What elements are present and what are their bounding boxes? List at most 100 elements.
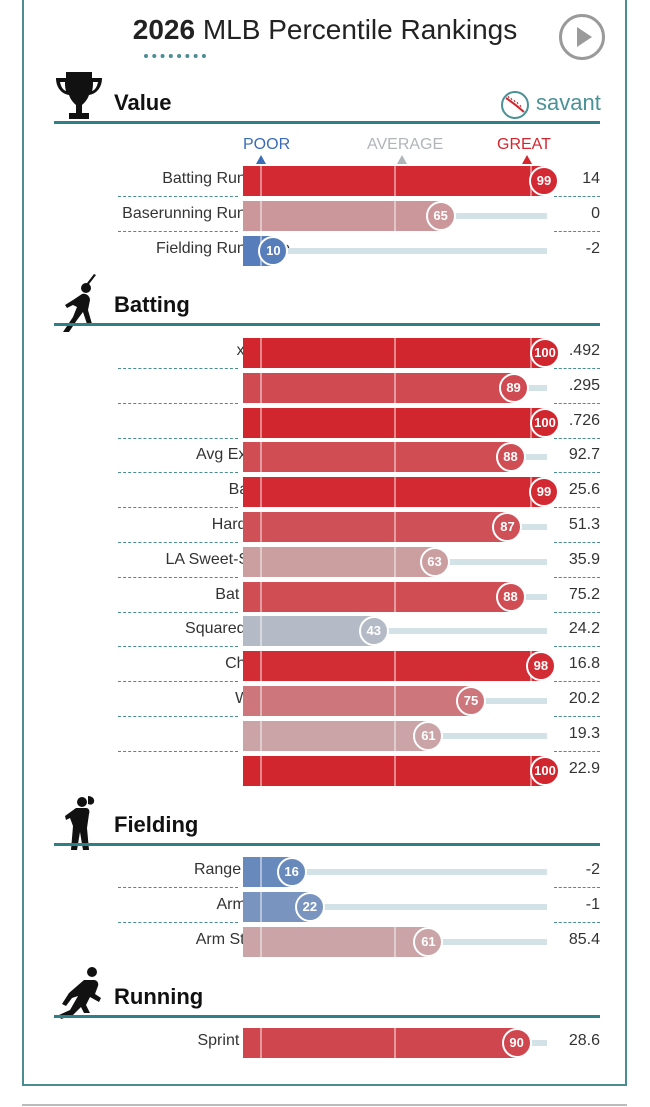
row-divider	[118, 576, 238, 578]
metric-value: -1	[585, 895, 600, 913]
row-divider	[118, 716, 238, 717]
section-title: Batting	[114, 292, 190, 317]
scale-tick	[394, 720, 396, 751]
metric-row[interactable]: Squared-Up % 43 24.2	[54, 615, 600, 648]
scale-average-label: AVERAGE	[367, 136, 444, 153]
page-title: 2026 MLB Percentile Rankings	[0, 14, 650, 46]
metric-row[interactable]: Baserunning Run Value 65 0	[54, 200, 600, 232]
metric-row[interactable]: Bat Speed8875.2	[54, 581, 600, 613]
metric-value: 85.4	[568, 930, 600, 948]
scale-tick	[260, 407, 262, 438]
metric-row[interactable]: xwOBA100.492	[54, 337, 600, 369]
percentile-badge: 90	[501, 1028, 532, 1058]
scale-tick	[394, 166, 396, 196]
metric-value: 22.9	[568, 759, 600, 777]
percentile-bar	[243, 581, 511, 612]
percentile-bar	[243, 616, 374, 647]
scale-tick	[260, 755, 262, 786]
percentile-bar	[243, 1028, 517, 1058]
scale-great-label: GREAT	[497, 136, 551, 153]
row-divider	[118, 368, 238, 369]
percentile-badge: 87	[492, 512, 523, 542]
scale-tick	[260, 891, 262, 922]
metric-row[interactable]: Range (OAA) 16 -2	[54, 856, 600, 888]
row-divider	[554, 887, 600, 888]
percentile-badge: 88	[495, 442, 526, 473]
metric-row[interactable]: Batting Run Value 99 14	[54, 165, 600, 197]
metric-row[interactable]: xSLG100.726	[54, 407, 600, 439]
percentile-badge: 22	[294, 891, 325, 922]
metric-value: .726	[568, 411, 600, 429]
scale-tick	[394, 442, 396, 473]
scale-tick	[260, 477, 262, 508]
percentile-badge: 88	[495, 581, 526, 612]
row-divider	[554, 681, 600, 683]
scale-great-marker	[522, 155, 532, 164]
play-icon	[577, 27, 592, 47]
scale-tick	[260, 581, 262, 612]
section-header-fielding: Fielding	[54, 792, 600, 852]
row-divider	[118, 681, 238, 683]
scale-poor-marker	[256, 155, 266, 164]
metric-row[interactable]: Arm Strength6185.4	[54, 926, 600, 958]
metric-row[interactable]: LA Sweet-Spot % 63 35.9	[54, 546, 600, 578]
percentile-badge: 61	[413, 926, 444, 957]
row-divider	[554, 196, 600, 197]
section-title: Fielding	[114, 812, 199, 837]
percentile-badge: 61	[413, 720, 444, 751]
metric-row[interactable]: Arm Value22-1	[54, 891, 600, 923]
scale-tick	[394, 512, 396, 542]
row-divider	[554, 750, 600, 752]
percentile-badge: 63	[419, 546, 450, 577]
scale-poor-label: POOR	[243, 136, 291, 153]
scale-tick	[260, 616, 262, 647]
metric-value: 19.3	[568, 724, 600, 742]
percentile-bar	[243, 546, 435, 577]
metric-value: 24.2	[568, 620, 600, 638]
percentile-badge: 98	[525, 651, 556, 682]
metric-value: 28.6	[568, 1032, 600, 1049]
percentile-badge: 100	[530, 755, 560, 786]
scale-tick	[260, 166, 262, 196]
metric-value: 20.2	[568, 690, 600, 707]
metric-value: 14	[582, 170, 600, 187]
metric-value: 0	[591, 204, 600, 222]
percentile-badge: 100	[530, 338, 560, 368]
rankings-card	[22, 0, 627, 1086]
metric-row[interactable]: Sprint Speed9028.6	[54, 1027, 600, 1059]
percentile-bar	[243, 720, 429, 751]
scale-tick	[260, 512, 262, 542]
scale-tick	[260, 720, 262, 751]
metric-value: 75.2	[568, 585, 600, 603]
scale-tick	[260, 1028, 262, 1058]
metric-row[interactable]: Fielding Run Value 10 -2	[54, 235, 600, 267]
scale-tick	[260, 546, 262, 577]
metric-row[interactable]: xBA89.295	[54, 372, 600, 404]
row-divider	[554, 921, 600, 923]
scale-tick	[394, 372, 396, 403]
percentile-badge: 89	[498, 372, 529, 403]
scale-average-marker	[397, 155, 407, 164]
play-button[interactable]	[559, 14, 605, 60]
percentile-bar	[243, 407, 545, 438]
row-divider	[554, 402, 600, 404]
row-divider	[118, 611, 238, 613]
metric-row[interactable]: Avg Exit Velo8892.7	[54, 441, 600, 474]
percentile-badge: 75	[456, 686, 486, 716]
row-divider	[554, 716, 600, 717]
percentile-bar	[243, 651, 541, 682]
brand-name: savant	[536, 90, 601, 115]
row-divider	[118, 507, 238, 509]
percentile-badge: 65	[425, 200, 456, 231]
section-title: Running	[114, 984, 204, 1009]
metric-value: 25.6	[568, 481, 600, 499]
scale-tick	[394, 581, 396, 612]
scale-tick	[394, 1028, 396, 1058]
row-divider	[118, 646, 238, 648]
